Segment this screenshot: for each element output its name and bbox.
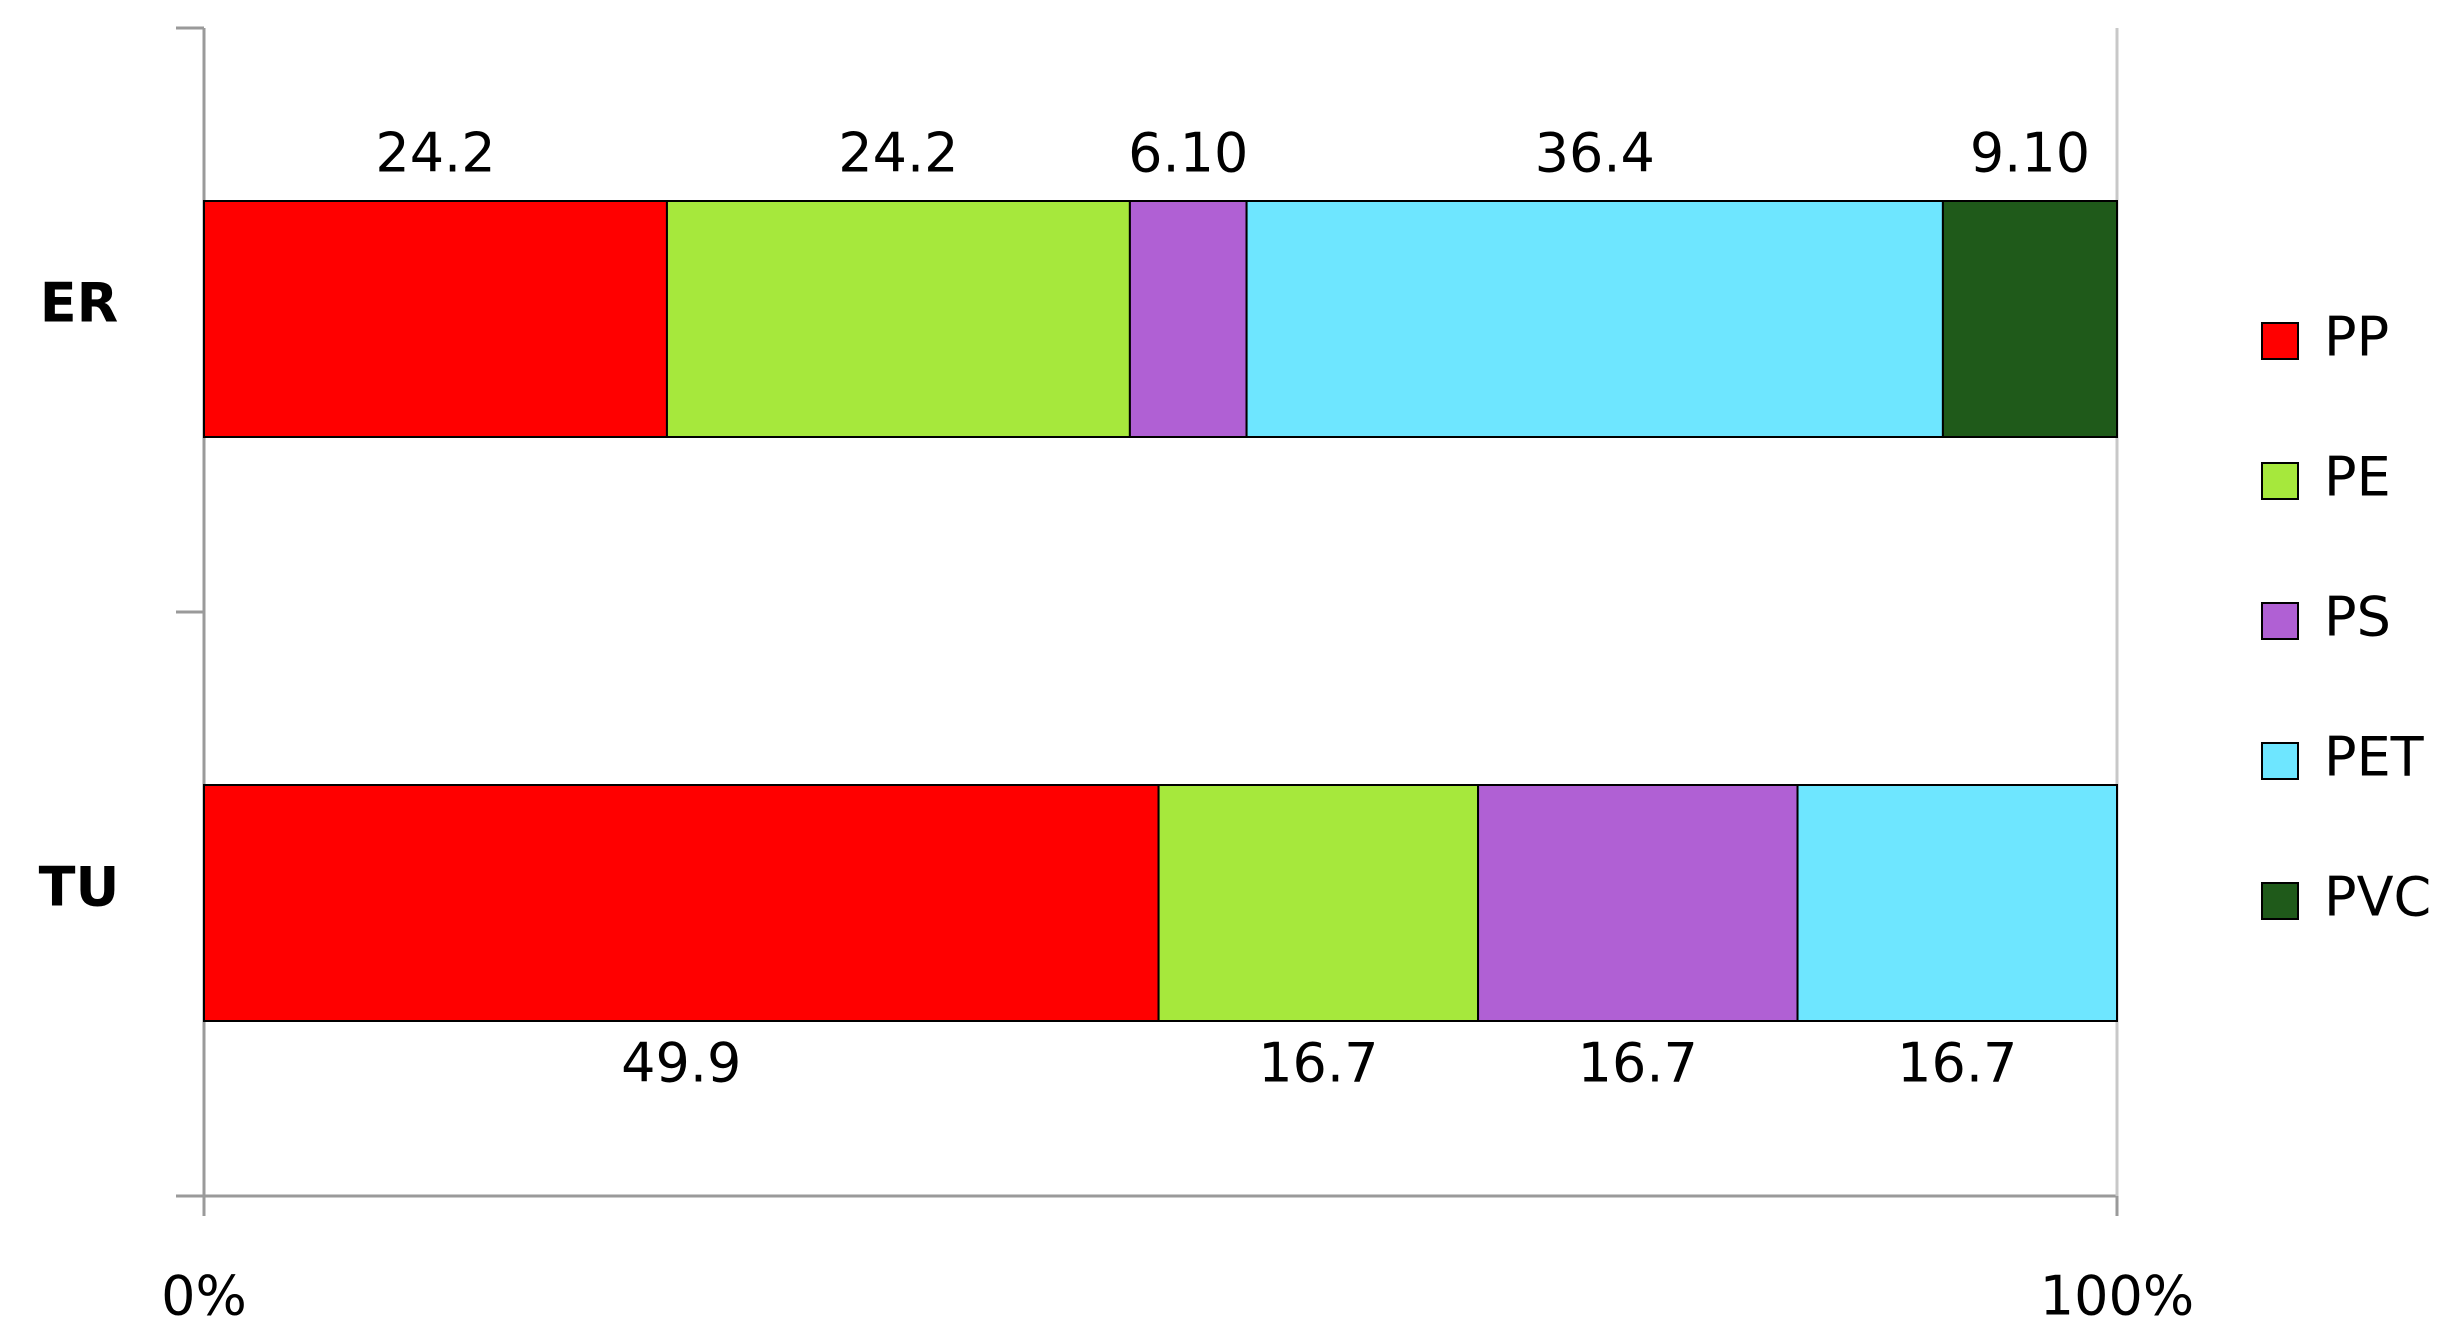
value-label: 6.10 [1128, 122, 1248, 185]
value-label: 9.10 [1970, 122, 2090, 185]
legend-swatch [2261, 742, 2299, 780]
value-label: 16.7 [1258, 1032, 1378, 1095]
legend-swatch [2261, 602, 2299, 640]
bar-segment [1245, 200, 1944, 438]
legend-label: PET [2324, 726, 2425, 789]
category-label: TU [39, 856, 120, 919]
legend-label: PP [2324, 306, 2389, 369]
bar-segment [1157, 784, 1480, 1022]
x-tick-label: 100% [2040, 1265, 2194, 1328]
legend-swatch [2261, 462, 2299, 500]
value-label: 16.7 [1897, 1032, 2017, 1095]
value-label: 36.4 [1535, 122, 1655, 185]
bar-segment [665, 200, 1131, 438]
value-label: 24.2 [375, 122, 495, 185]
x-tick-label: 0% [161, 1265, 247, 1328]
bar-segment [1796, 784, 2119, 1022]
bar-segment [1941, 200, 2118, 438]
value-label: 24.2 [838, 122, 958, 185]
legend-label: PE [2324, 446, 2391, 509]
category-label: ER [40, 272, 118, 335]
legend-swatch [2261, 882, 2299, 920]
bar-segment [203, 784, 1160, 1022]
bar-segment [1128, 200, 1248, 438]
bar-segment [1477, 784, 1799, 1022]
bar-segment [203, 200, 668, 438]
legend-swatch [2261, 322, 2299, 360]
legend-label: PVC [2324, 866, 2431, 929]
value-label: 49.9 [621, 1032, 741, 1095]
legend-label: PS [2324, 586, 2391, 649]
value-label: 16.7 [1578, 1032, 1698, 1095]
